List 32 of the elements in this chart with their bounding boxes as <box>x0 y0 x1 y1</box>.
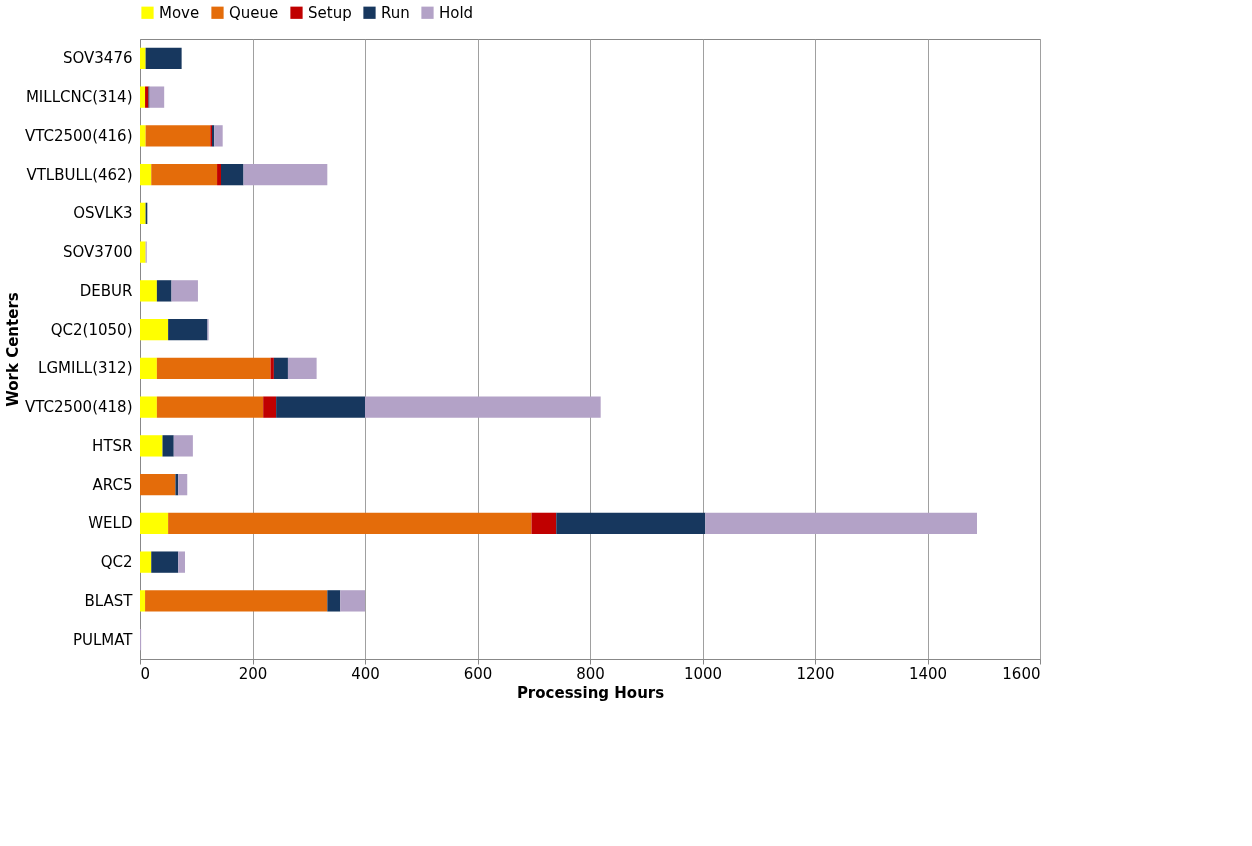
x-tick-label: 1400 <box>908 664 948 683</box>
y-tick-label: WELD <box>88 514 133 533</box>
y-tick-label: MILLCNC(314) <box>25 88 133 107</box>
x-tick-label: 400 <box>351 664 380 683</box>
x-tick-label: 600 <box>463 664 493 683</box>
x-tick-label: 1600 <box>1002 664 1041 683</box>
y-tick-label: SOV3700 <box>63 243 133 262</box>
legend-label: Run <box>381 3 410 22</box>
legend-label: Setup <box>308 3 352 22</box>
y-axis-title: Work Centers <box>3 292 22 407</box>
y-tick-label: PULMAT <box>72 630 134 649</box>
legend-label: Queue <box>229 3 279 22</box>
x-tick-label: 200 <box>238 664 268 683</box>
x-tick-label: 1000 <box>683 664 723 683</box>
y-tick-label: VTC2500(418) <box>24 398 133 417</box>
y-tick-label: OSVLK3 <box>73 204 133 223</box>
y-tick-label: VTLBULL(462) <box>26 165 133 184</box>
x-axis-title: Processing Hours <box>516 683 665 702</box>
y-tick-label: VTC2500(416) <box>24 126 133 145</box>
x-tick-label: 800 <box>576 664 605 683</box>
legend-label: Move <box>159 3 200 22</box>
y-tick-label: SOV3476 <box>63 49 133 68</box>
legend-label: Hold <box>439 3 474 22</box>
y-tick-label: ARC5 <box>92 475 133 494</box>
y-tick-label: QC2(1050) <box>50 320 133 339</box>
x-tick-label: 0 <box>140 664 151 683</box>
y-tick-label: QC2 <box>100 553 133 572</box>
y-tick-label: DEBUR <box>79 281 133 300</box>
y-tick-label: BLAST <box>84 591 134 610</box>
x-tick-label: 1200 <box>796 664 835 683</box>
y-tick-label: LGMILL(312) <box>38 359 133 378</box>
y-tick-label: HTSR <box>92 436 133 455</box>
